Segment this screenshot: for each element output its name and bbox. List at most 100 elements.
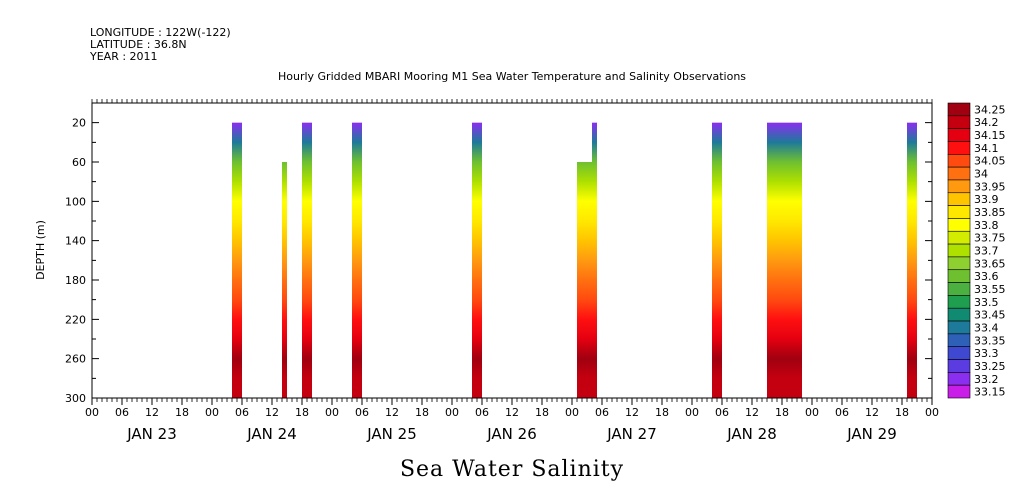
- x-tick-label: 00: [85, 406, 99, 419]
- data-column-6: [592, 122, 597, 399]
- day-labels: JAN 23 JAN 24 JAN 25 JAN 26 JAN 27 JAN 28 JAN …: [126, 425, 897, 443]
- colorbar-swatch: [947, 243, 971, 258]
- colorbar-label: 34.25: [974, 103, 1006, 116]
- colorbar-swatch: [947, 218, 971, 232]
- colorbar-label: 33.75: [974, 232, 1006, 245]
- x-tick-label: 18: [535, 406, 549, 419]
- colorbar-swatch: [947, 359, 971, 373]
- colorbar-swatch: [947, 346, 971, 360]
- x-tick-label: 18: [415, 406, 429, 419]
- colorbar-swatch: [947, 372, 971, 386]
- colorbar-label: 33.55: [974, 283, 1006, 296]
- x-tick-label: 12: [145, 406, 159, 419]
- x-tick-label: 18: [175, 406, 189, 419]
- y-axis-ticks: 20 60 100 140 180 220 260 300: [65, 117, 86, 405]
- colorbar-label: 33.8: [974, 219, 999, 232]
- colorbar-swatch: [947, 333, 971, 347]
- colorbar-label: 34.1: [974, 142, 999, 155]
- y-tick-label: 60: [72, 156, 86, 169]
- data-column-2: [302, 122, 312, 399]
- colorbar-label: 34.2: [974, 116, 999, 129]
- y-tick-label: 300: [65, 392, 86, 405]
- data-column-8: [767, 122, 802, 399]
- x-tick-label: 12: [265, 406, 279, 419]
- colorbar-swatch: [947, 166, 971, 181]
- colorbar-label: 33.85: [974, 206, 1006, 219]
- day-label: JAN 26: [486, 425, 537, 443]
- day-label: JAN 24: [246, 425, 297, 443]
- plot-area: [91, 99, 933, 402]
- latitude-label: LATITUDE : 36.8N: [90, 38, 187, 51]
- y-tick-label: 260: [65, 353, 86, 366]
- x-tick-label: 06: [475, 406, 489, 419]
- x-tick-label: 12: [625, 406, 639, 419]
- chart-title: Hourly Gridded MBARI Mooring M1 Sea Wate…: [278, 70, 746, 83]
- colorbar-label: 33.45: [974, 309, 1006, 322]
- x-tick-label: 00: [325, 406, 339, 419]
- depth-tick-marks: [92, 102, 932, 399]
- x-tick-label: 18: [775, 406, 789, 419]
- data-column-3: [352, 122, 362, 399]
- colorbar-swatch: [947, 230, 971, 245]
- x-tick-label: 00: [685, 406, 699, 419]
- x-axis-ticks: 00 06 12 18 00 06 12 18 00 06 12 18 00 06 12 18 00 06 12 18…: [85, 398, 939, 419]
- year-label: YEAR : 2011: [89, 50, 158, 63]
- x-tick-label: 18: [895, 406, 909, 419]
- x-tick-label: 00: [445, 406, 459, 419]
- x-tick-label: 00: [565, 406, 579, 419]
- data-column-5: [577, 162, 592, 398]
- colorbar-label: 34.05: [974, 155, 1006, 168]
- colorbar-swatch: [947, 141, 971, 155]
- day-label: JAN 23: [126, 425, 177, 443]
- colorbar-label: 34.15: [974, 129, 1006, 142]
- colorbar: 34.2534.234.1534.134.053433.9533.933.853…: [947, 102, 1006, 399]
- x-tick-label: 18: [295, 406, 309, 419]
- y-axis-label: DEPTH (m): [34, 220, 47, 280]
- x-tick-label: 12: [745, 406, 759, 419]
- colorbar-swatch: [947, 192, 971, 206]
- y-tick-label: 220: [65, 313, 86, 326]
- x-tick-label: 00: [805, 406, 819, 419]
- y-tick-label: 20: [72, 117, 86, 130]
- x-tick-label: 06: [235, 406, 249, 419]
- day-label: JAN 28: [726, 425, 777, 443]
- data-column-9: [907, 122, 917, 399]
- x-tick-label: 06: [115, 406, 129, 419]
- colorbar-label: 34: [974, 168, 988, 181]
- colorbar-swatch: [947, 179, 971, 194]
- longitude-label: LONGITUDE : 122W(-122): [90, 26, 231, 39]
- colorbar-swatch: [947, 102, 971, 117]
- x-tick-label: 06: [595, 406, 609, 419]
- colorbar-label: 33.9: [974, 193, 999, 206]
- colorbar-swatch: [947, 256, 971, 271]
- x-tick-label: 12: [505, 406, 519, 419]
- colorbar-label: 33.65: [974, 257, 1006, 270]
- colorbar-label: 33.15: [974, 386, 1006, 399]
- x-tick-label: 12: [865, 406, 879, 419]
- data-column-7: [712, 122, 722, 399]
- x-tick-label: 06: [715, 406, 729, 419]
- x-tick-label: 06: [355, 406, 369, 419]
- day-label: JAN 25: [366, 425, 417, 443]
- colorbar-swatch: [947, 282, 971, 296]
- colorbar-swatch: [947, 154, 971, 168]
- x-tick-label: 06: [835, 406, 849, 419]
- colorbar-swatch: [947, 128, 971, 142]
- x-tick-label: 00: [205, 406, 219, 419]
- colorbar-swatch: [947, 269, 971, 283]
- colorbar-label: 33.4: [974, 321, 999, 334]
- plot-background: [92, 103, 932, 398]
- colorbar-label: 33.25: [974, 360, 1006, 373]
- data-column-0: [232, 122, 242, 399]
- x-tick-label: 00: [925, 406, 939, 419]
- colorbar-swatch: [947, 320, 971, 335]
- day-label: JAN 27: [606, 425, 657, 443]
- colorbar-label: 33.2: [974, 373, 999, 386]
- colorbar-swatch: [947, 115, 971, 129]
- colorbar-label: 33.5: [974, 296, 999, 309]
- colorbar-swatch: [947, 307, 971, 322]
- y-tick-label: 140: [65, 235, 86, 248]
- data-column-1: [282, 162, 287, 398]
- variable-title: Sea Water Salinity: [400, 457, 624, 482]
